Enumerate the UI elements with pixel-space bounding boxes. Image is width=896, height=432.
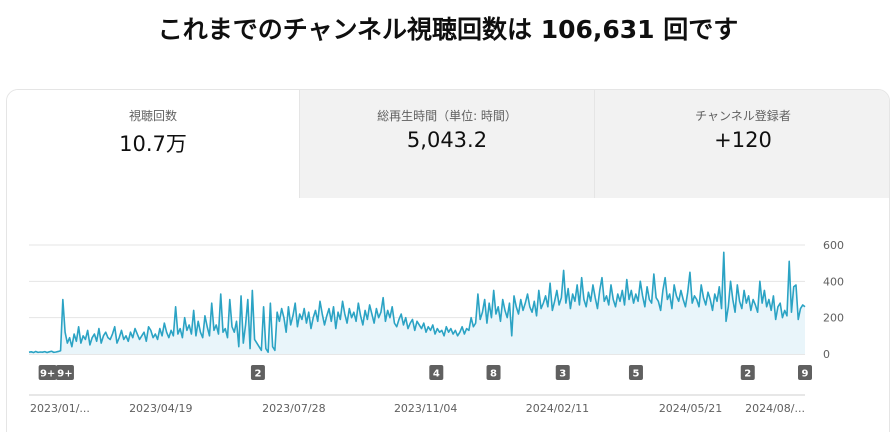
x-tick-label: 2024/05/21	[659, 402, 722, 415]
event-badge	[250, 365, 265, 380]
event-badge	[38, 365, 57, 380]
tab-views-label: 視聴回数	[128, 109, 177, 123]
tab-views[interactable]: 視聴回数 10.7万	[7, 90, 300, 198]
event-badge	[486, 365, 501, 380]
tab-subscribers[interactable]: チャンネル登録者 +120	[595, 90, 889, 198]
x-tick-label: 2024/02/11	[526, 402, 589, 415]
event-badge-label: 9+	[40, 369, 55, 380]
y-tick-label: 200	[823, 312, 844, 325]
event-badge	[55, 365, 74, 380]
event-badge-label: 5	[632, 369, 639, 380]
event-badge	[555, 365, 570, 380]
x-tick-label: 2023/11/04	[394, 402, 457, 415]
metric-tabs: 視聴回数 10.7万 総再生時間（単位: 時間） 5,043.2 チャンネル登録…	[7, 90, 889, 198]
event-badge	[429, 365, 444, 380]
tab-subscribers-value: +120	[714, 128, 772, 152]
event-badge-label: 9	[802, 369, 809, 380]
y-tick-label: 0	[823, 348, 830, 361]
views-chart-svg: 0 200 400 600 9+ 9+ 2 4 8 3 5 2 9 2023/01/... 2023/04/…	[28, 239, 844, 415]
series-area	[29, 252, 805, 354]
y-tick-label: 400	[823, 275, 844, 288]
event-badge-label: 2	[744, 369, 751, 380]
event-badge	[628, 365, 643, 380]
x-tick-label: 2023/04/19	[129, 402, 192, 415]
x-tick-label: 2023/07/28	[262, 402, 325, 415]
y-tick-label: 600	[823, 239, 844, 252]
event-badge	[740, 365, 755, 380]
event-badge-label: 8	[490, 369, 497, 380]
x-tick-label: 2023/01/...	[30, 402, 90, 415]
x-tick-label: 2024/08/...	[745, 402, 805, 415]
tab-views-value: 10.7万	[119, 132, 187, 156]
views-chart: 0 200 400 600 9+ 9+ 2 4 8 3 5 2 9 2023/01/... 2023/04/…	[7, 198, 889, 432]
event-badge-label: 9+	[57, 369, 72, 380]
event-badge-label: 2	[254, 369, 261, 380]
event-badge-label: 3	[559, 369, 566, 380]
tab-watch-time-value: 5,043.2	[406, 128, 488, 152]
series-line	[28, 251, 806, 354]
tab-watch-time-label: 総再生時間（単位: 時間）	[377, 109, 517, 123]
tab-subscribers-label: チャンネル登録者	[695, 109, 791, 123]
analytics-card: 視聴回数 10.7万 総再生時間（単位: 時間） 5,043.2 チャンネル登録…	[6, 89, 890, 432]
event-badge	[798, 365, 812, 380]
page-title: これまでのチャンネル視聴回数は 106,631 回です	[157, 15, 739, 44]
event-badge-label: 4	[433, 369, 440, 380]
tab-watch-time[interactable]: 総再生時間（単位: 時間） 5,043.2	[300, 90, 595, 198]
